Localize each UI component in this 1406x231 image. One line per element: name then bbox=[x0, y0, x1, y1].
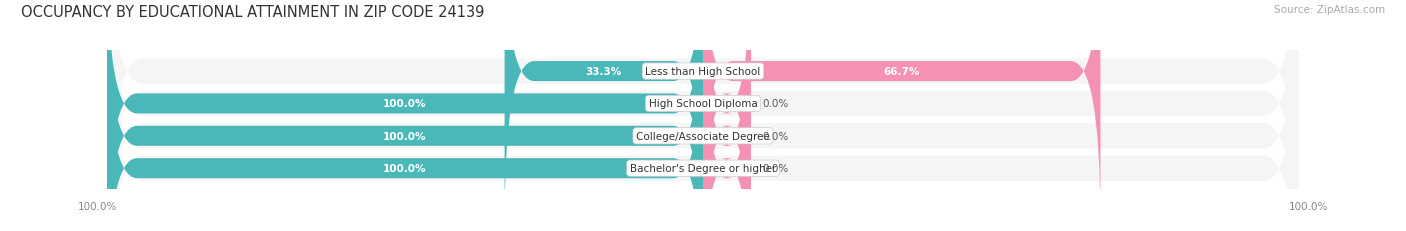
FancyBboxPatch shape bbox=[107, 0, 1299, 231]
Text: 100.0%: 100.0% bbox=[77, 201, 117, 211]
FancyBboxPatch shape bbox=[703, 17, 751, 231]
Text: 100.0%: 100.0% bbox=[384, 131, 427, 141]
Text: College/Associate Degree: College/Associate Degree bbox=[636, 131, 770, 141]
Text: 0.0%: 0.0% bbox=[762, 164, 789, 173]
FancyBboxPatch shape bbox=[703, 0, 751, 231]
FancyBboxPatch shape bbox=[107, 0, 1299, 231]
Text: Less than High School: Less than High School bbox=[645, 67, 761, 77]
Text: 100.0%: 100.0% bbox=[384, 164, 427, 173]
Text: 100.0%: 100.0% bbox=[384, 99, 427, 109]
FancyBboxPatch shape bbox=[505, 0, 703, 223]
Text: 33.3%: 33.3% bbox=[586, 67, 621, 77]
Text: 66.7%: 66.7% bbox=[883, 67, 920, 77]
Text: 0.0%: 0.0% bbox=[762, 131, 789, 141]
FancyBboxPatch shape bbox=[703, 0, 751, 231]
FancyBboxPatch shape bbox=[703, 0, 1101, 223]
Text: Source: ZipAtlas.com: Source: ZipAtlas.com bbox=[1274, 5, 1385, 15]
FancyBboxPatch shape bbox=[107, 0, 703, 231]
FancyBboxPatch shape bbox=[107, 0, 1299, 231]
Text: 100.0%: 100.0% bbox=[1289, 201, 1329, 211]
Text: Bachelor's Degree or higher: Bachelor's Degree or higher bbox=[630, 164, 776, 173]
Text: OCCUPANCY BY EDUCATIONAL ATTAINMENT IN ZIP CODE 24139: OCCUPANCY BY EDUCATIONAL ATTAINMENT IN Z… bbox=[21, 5, 485, 20]
Text: 0.0%: 0.0% bbox=[762, 99, 789, 109]
FancyBboxPatch shape bbox=[107, 0, 1299, 231]
FancyBboxPatch shape bbox=[107, 17, 703, 231]
Text: High School Diploma: High School Diploma bbox=[648, 99, 758, 109]
FancyBboxPatch shape bbox=[107, 0, 703, 231]
